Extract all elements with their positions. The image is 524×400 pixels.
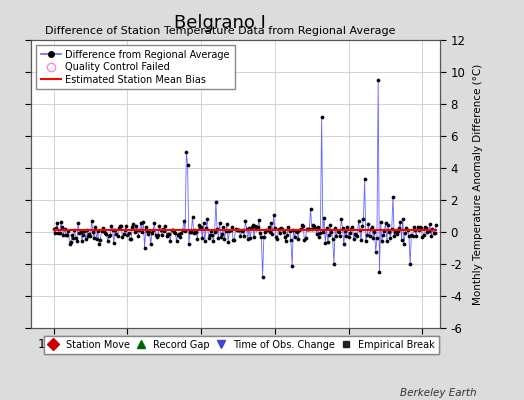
Difference from Regional Average <box>144 229 150 234</box>
Difference from Regional Average <box>143 225 149 230</box>
Difference from Regional Average <box>196 225 203 230</box>
Estimated Station Mean Bias <box>50 228 57 233</box>
Difference from Regional Average <box>293 229 299 234</box>
Text: Belgrano I: Belgrano I <box>174 14 266 32</box>
Estimated Station Mean Bias <box>291 228 298 233</box>
Difference from Regional Average <box>375 78 381 82</box>
Difference from Regional Average <box>71 228 78 232</box>
Estimated Station Mean Bias <box>71 228 78 233</box>
Estimated Station Mean Bias <box>433 228 439 233</box>
Difference from Regional Average <box>433 223 439 228</box>
Text: Difference of Station Temperature Data from Regional Average: Difference of Station Temperature Data f… <box>45 26 395 36</box>
Estimated Station Mean Bias <box>257 228 263 233</box>
Estimated Station Mean Bias <box>144 228 150 233</box>
Difference from Regional Average <box>259 274 266 279</box>
Estimated Station Mean Bias <box>143 228 149 233</box>
Difference from Regional Average <box>50 226 57 231</box>
Difference from Regional Average <box>257 231 263 236</box>
Line: Difference from Regional Average: Difference from Regional Average <box>52 78 438 278</box>
Legend: Station Move, Record Gap, Time of Obs. Change, Empirical Break: Station Move, Record Gap, Time of Obs. C… <box>45 336 439 354</box>
Estimated Station Mean Bias <box>196 228 203 233</box>
Text: Berkeley Earth: Berkeley Earth <box>400 388 477 398</box>
Y-axis label: Monthly Temperature Anomaly Difference (°C): Monthly Temperature Anomaly Difference (… <box>473 63 483 305</box>
